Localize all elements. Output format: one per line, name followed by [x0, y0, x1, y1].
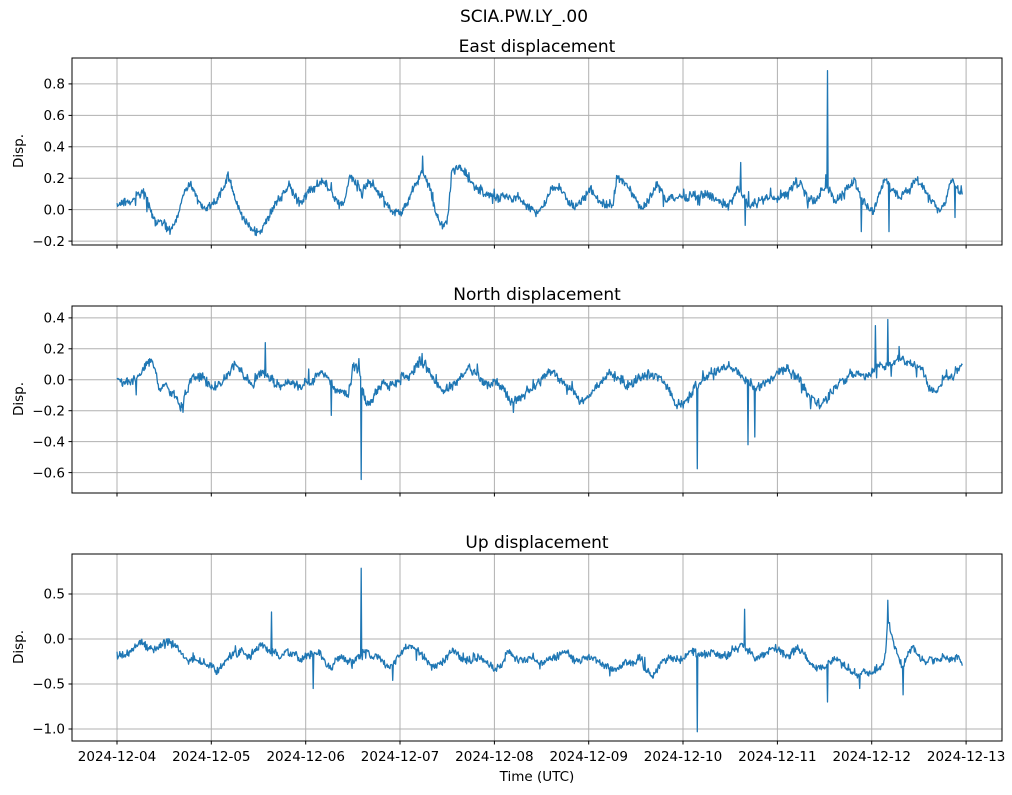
- x-tick-label: 2024-12-10: [644, 749, 722, 765]
- x-tick-label: 2024-12-07: [361, 749, 439, 765]
- y-tick-label: 0.0: [44, 373, 65, 389]
- x-tick-label: 2024-12-12: [832, 749, 910, 765]
- up-plot-title: Up displacement: [465, 533, 609, 553]
- axes-spines: [71, 305, 1003, 494]
- tick-marks: [68, 83, 967, 249]
- subplot-up: 0.5 0.0 −0.5 −1.0 2024-12-04 2024-12-05 2024-1…: [32, 553, 1005, 765]
- subplot-east: 0.8 0.6 0.4 0.2 0.0 −0.2: [32, 57, 1003, 250]
- x-axis-label: Time (UTC): [499, 769, 575, 785]
- y-tick-label: 0.4: [44, 140, 65, 156]
- y-tick-label: −0.5: [32, 677, 65, 693]
- east-plot-title: East displacement: [458, 37, 616, 57]
- y-tick-label: −0.2: [32, 234, 65, 250]
- y-tick-label: 0.0: [44, 632, 65, 648]
- axes-spines: [71, 553, 1003, 742]
- series-line-north: [116, 318, 963, 481]
- grid-lines: [72, 58, 1002, 245]
- x-tick-label: 2024-12-04: [78, 749, 156, 765]
- figure-title: SCIA.PW.LY_.00: [459, 7, 589, 27]
- tick-marks: [68, 317, 967, 497]
- x-tick-label: 2024-12-05: [172, 749, 250, 765]
- x-tick-label: 2024-12-13: [927, 749, 1005, 765]
- north-ylabel: Disp.: [11, 381, 27, 417]
- y-tick-label: 0.8: [44, 77, 65, 93]
- tick-marks: [68, 593, 967, 745]
- grid-lines: [72, 554, 1002, 741]
- subplot-north: 0.4 0.2 0.0 −0.2 −0.4 −0.6: [32, 305, 1003, 497]
- y-tick-label: −1.0: [32, 722, 65, 738]
- up-ylabel: Disp.: [11, 629, 27, 665]
- series-line-east: [116, 69, 963, 237]
- x-tick-label: 2024-12-06: [266, 749, 344, 765]
- y-tick-label: 0.6: [44, 108, 65, 124]
- y-tick-label: 0.4: [44, 311, 65, 327]
- axes-spines: [71, 57, 1003, 246]
- y-tick-label: −0.4: [32, 434, 65, 450]
- y-tick-label: −0.2: [32, 403, 65, 419]
- north-plot-title: North displacement: [453, 285, 621, 305]
- y-tick-label: 0.2: [44, 171, 65, 187]
- x-tick-label: 2024-12-09: [549, 749, 627, 765]
- y-tick-label: −0.6: [32, 465, 65, 481]
- grid-lines: [72, 306, 1002, 493]
- y-tick-label: 0.2: [44, 342, 65, 358]
- east-ylabel: Disp.: [11, 133, 27, 169]
- x-tick-label: 2024-12-08: [455, 749, 533, 765]
- series-line-up: [116, 567, 963, 733]
- y-tick-label: 0.5: [44, 587, 65, 603]
- y-tick-label: 0.0: [44, 202, 65, 218]
- x-tick-label: 2024-12-11: [738, 749, 816, 765]
